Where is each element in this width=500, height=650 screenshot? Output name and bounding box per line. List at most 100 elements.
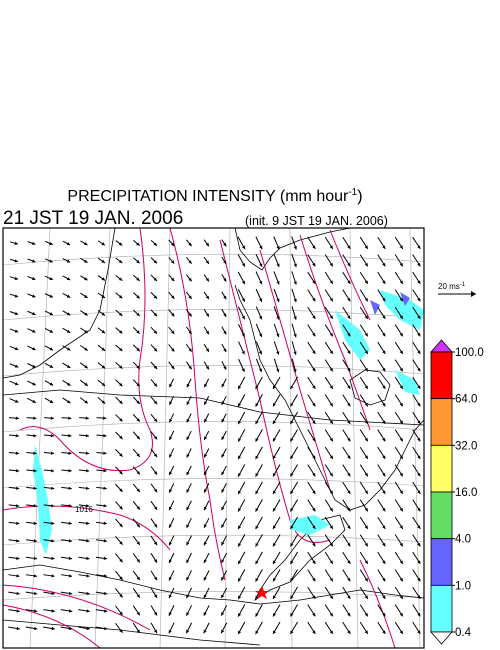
wind-arrow-head (329, 402, 333, 407)
wind-arrow-head (136, 576, 140, 581)
wind-arrow-head (290, 473, 294, 477)
wind-arrow-head (364, 420, 368, 424)
wind-arrow-head (290, 455, 294, 460)
lat-lon-grid (2, 227, 425, 649)
wind-arrow-head (14, 382, 19, 386)
wind-arrow-head (169, 418, 173, 423)
wind-arrow-head (417, 630, 421, 634)
wind-arrow-head (238, 385, 242, 390)
wind-arrow-head (186, 541, 190, 546)
wind-arrow-head (84, 242, 88, 246)
wind-arrow-head (221, 418, 225, 423)
wind-arrow-head (49, 259, 53, 263)
wind-arrow-head (186, 454, 190, 458)
wind-arrow-head (188, 313, 192, 317)
wind-arrow-head (188, 277, 192, 282)
wind-arrow-head (169, 506, 173, 511)
wind-arrow-head (347, 595, 351, 599)
wind-arrow-head (382, 385, 386, 389)
wind-arrow-head (136, 506, 140, 510)
wind-arrow-head (16, 539, 20, 543)
wind-arrow-head (312, 455, 316, 459)
wind-arrow-head (272, 455, 276, 460)
wind-arrow-head (31, 241, 36, 245)
wind-arrow-head (399, 472, 403, 477)
wind-arrow-head (329, 525, 333, 529)
wind-arrow-head (204, 436, 208, 440)
wind-arrow-head (203, 524, 207, 528)
wind-arrow-head (417, 402, 421, 407)
wind-arrow-head (49, 347, 54, 351)
wind-arrow-head (238, 490, 242, 495)
wind-arrow-head (293, 316, 297, 320)
wind-arrow-head (276, 263, 280, 267)
wind-arrow-head (221, 576, 225, 581)
wind-arrow-head (119, 576, 123, 580)
wind-arrow-head (119, 594, 123, 598)
wind-arrow-head (399, 245, 403, 249)
wind-arrow-head (417, 350, 421, 354)
wind-arrow-head (51, 521, 55, 525)
wind-arrow-head (14, 399, 19, 403)
wind-arrow-head (51, 626, 55, 631)
wind-arrow-head (255, 560, 259, 565)
wind-arrow-head (255, 455, 259, 460)
wind-arrow-head (103, 556, 108, 561)
wind-arrow-head (51, 539, 55, 543)
wind-arrow-head (417, 245, 421, 249)
wind-arrow-head (136, 330, 140, 334)
wind-arrow-head (16, 521, 20, 525)
wind-arrow-head (259, 280, 263, 285)
wind-arrow-head (86, 591, 90, 596)
wind-arrow-head (259, 315, 263, 320)
colorbar-segment (430, 398, 453, 446)
wind-arrow-head (14, 311, 19, 316)
title: PRECIPITATION INTENSITY (mm hour-1) (67, 187, 362, 205)
wind-arrow-head (15, 416, 19, 420)
wind-arrow-head (153, 260, 157, 264)
wind-arrow-head (14, 241, 18, 245)
precip-area (370, 300, 380, 315)
wind-arrow-head (205, 260, 209, 264)
wind-arrow-head (417, 542, 421, 547)
wind-arrow-head (101, 347, 106, 351)
wind-arrow-head (347, 455, 351, 459)
wind-arrow-head (276, 298, 280, 303)
wind-arrow-head (14, 294, 19, 298)
wind-arrow-head (169, 401, 173, 405)
wind-arrow-head (255, 403, 259, 407)
wind-arrow-head (382, 315, 386, 319)
wind-arrow-head (272, 438, 276, 442)
wind-arrow-head (188, 348, 192, 352)
wind-arrow-head (66, 329, 71, 333)
wind-arrow-head (169, 454, 173, 458)
wind-arrow-head (272, 508, 276, 512)
wind-arrow-head (104, 626, 108, 631)
wind-arrow-head (119, 558, 123, 563)
wind-arrow-head (136, 594, 140, 598)
wind-arrow-head (103, 521, 107, 525)
wind-arrow-head (272, 613, 276, 617)
wind-arrow-head (153, 400, 158, 405)
wind-arrow-head (168, 524, 172, 528)
wind-arrow-head (329, 297, 333, 302)
wind-arrow-head (329, 385, 333, 389)
wind-arrow-head (68, 556, 73, 561)
wind-arrow-head (382, 455, 386, 459)
wind-arrow-head (417, 577, 421, 582)
wind-arrow-head (101, 400, 106, 404)
wind-arrow-head (33, 416, 37, 420)
wind-arrow-head (33, 469, 37, 473)
wind-arrow-head (136, 277, 140, 281)
wind-arrow-head (33, 591, 38, 596)
wind-arrow-head (204, 383, 208, 388)
wind-arrow-head (153, 506, 158, 510)
wind-arrow-head (221, 629, 225, 634)
wind-arrow-head (312, 245, 316, 249)
wind-arrow-head (290, 420, 294, 425)
colorbar-label: 64.0 (455, 394, 477, 406)
wind-arrow-head (136, 312, 140, 317)
wind-arrow-head (186, 436, 190, 440)
wind-arrow-head (399, 490, 403, 494)
wind-arrow-head (382, 420, 386, 424)
